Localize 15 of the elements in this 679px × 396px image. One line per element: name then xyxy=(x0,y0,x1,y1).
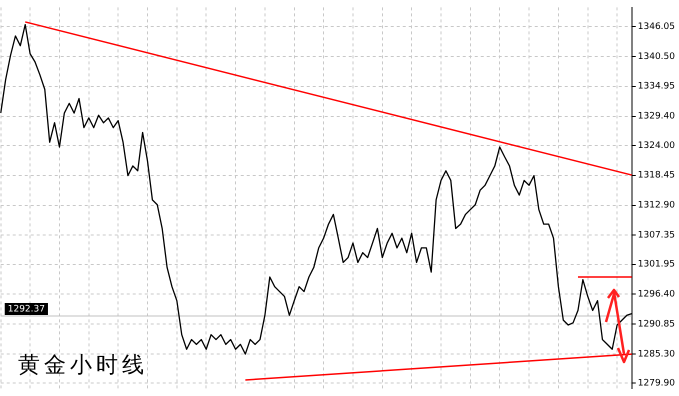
text: 黄金小时线 xyxy=(18,352,148,380)
y-tick-label: 1318.45 xyxy=(638,170,675,181)
y-tick-label: 1290.85 xyxy=(638,320,675,330)
ref-line-label: 1292.37 xyxy=(8,304,45,314)
y-tick-label: 1279.90 xyxy=(638,378,676,389)
y-tick-label: 1312.90 xyxy=(638,200,676,211)
y-tick-label: 1340.50 xyxy=(638,52,676,62)
y-tick-label: 1285.30 xyxy=(638,349,676,360)
y-tick-label: 1346.05 xyxy=(638,22,675,32)
y-tick-label: 1296.40 xyxy=(638,290,676,300)
y-tick-label: 1334.95 xyxy=(638,82,675,92)
y-tick-label: 1301.95 xyxy=(638,260,675,270)
y-tick-label: 1324.00 xyxy=(638,140,676,151)
y-tick-label: 1329.40 xyxy=(638,112,676,122)
y-tick-label: 1307.35 xyxy=(638,230,675,241)
